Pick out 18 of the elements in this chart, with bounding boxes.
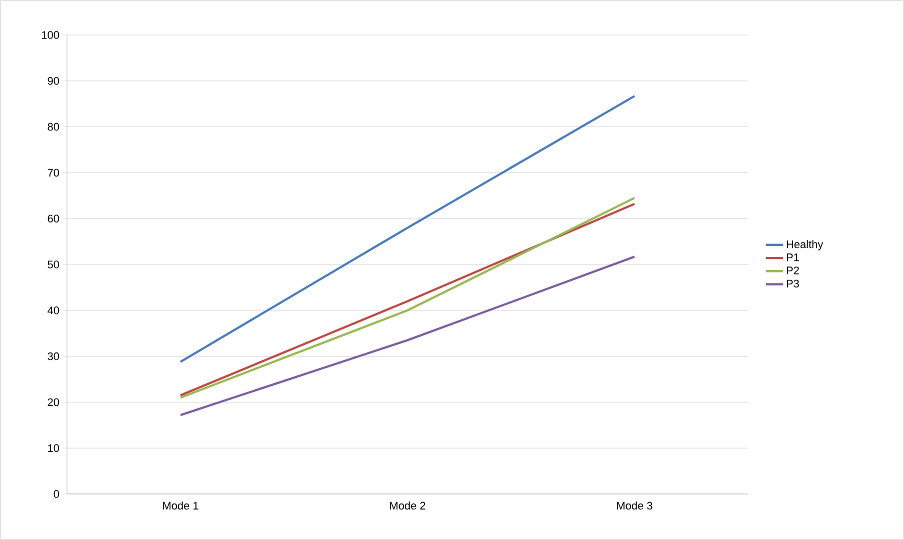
legend-label: Healthy [786,240,824,250]
x-tick-label: Mode 3 [617,502,652,510]
legend-label: P1 [786,254,799,262]
y-tick-label: 30 [48,352,60,360]
x-tick-label: Mode 2 [390,502,426,510]
legend-label: P3 [786,280,799,288]
y-tick-label: 70 [48,168,60,177]
y-tick-label: 10 [48,444,60,452]
y-tick-label: 20 [48,398,60,406]
y-tick-label: 100 [42,31,60,39]
y-tick-label: 0 [54,490,60,498]
y-tick-label: 80 [48,122,60,131]
x-tick-label: Mode 1 [163,502,198,510]
legend-label: P2 [786,266,799,274]
y-tick-label: 50 [48,260,60,268]
y-tick-label: 60 [48,214,60,222]
y-tick-label: 40 [48,306,60,314]
y-tick-label: 90 [48,77,60,85]
